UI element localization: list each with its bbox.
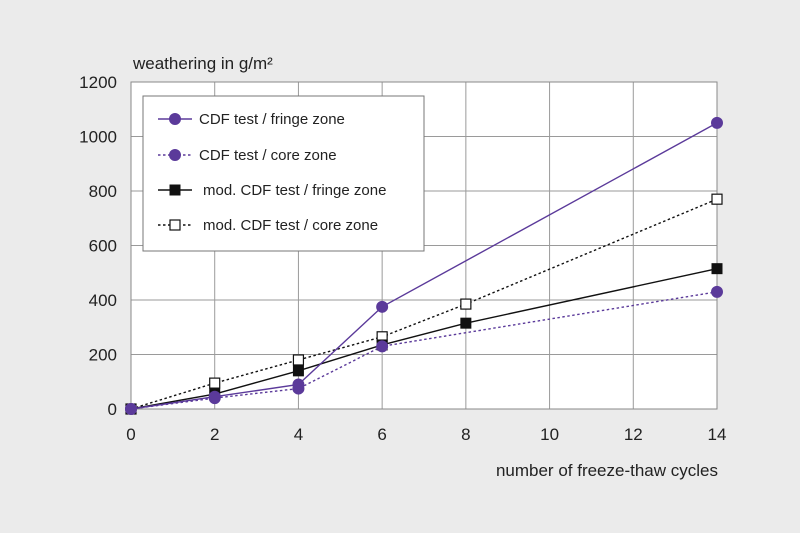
y-tick-label: 200: [89, 346, 117, 365]
series-4: [125, 193, 723, 415]
legend-marker: [169, 149, 181, 161]
legend-item: CDF test / fringe zone: [158, 111, 345, 128]
legend-marker: [169, 113, 181, 125]
y-tick-label: 600: [89, 237, 117, 256]
data-point: [292, 378, 305, 391]
x-axis-title: number of freeze-thaw cycles: [496, 461, 718, 480]
plot-frame: [130, 81, 718, 410]
series-1: [125, 116, 723, 415]
data-point: [125, 403, 137, 415]
series-line: [130, 198, 718, 410]
data-point: [711, 263, 723, 275]
legend-item: CDF test / core zone: [158, 147, 337, 164]
x-tick-label: 6: [377, 425, 386, 444]
series-layer: [125, 116, 723, 415]
data-point: [711, 193, 723, 205]
legend: CDF test / fringe zone CDF test / core zo…: [142, 95, 425, 252]
x-tick-label: 4: [294, 425, 303, 444]
series-line: [130, 291, 718, 410]
legend-label: CDF test / core zone: [199, 147, 337, 164]
legend-marker: [169, 219, 181, 231]
series-line: [130, 267, 718, 410]
x-tick-label: 10: [540, 425, 559, 444]
x-tick-label: 2: [210, 425, 219, 444]
legend-item: mod. CDF test / core zone: [158, 217, 378, 234]
data-point: [292, 365, 304, 377]
data-point: [208, 390, 221, 403]
data-point: [460, 317, 472, 329]
data-point: [376, 300, 389, 313]
legend-marker: [169, 184, 181, 196]
data-point: [460, 298, 472, 310]
data-point: [376, 340, 389, 353]
y-tick-label: 800: [89, 182, 117, 201]
x-tick-label: 0: [126, 425, 135, 444]
y-tick-label: 1000: [79, 128, 117, 147]
x-tick-label: 14: [708, 425, 727, 444]
y-tick-label: 1200: [79, 73, 117, 92]
tick-labels: 0 2 4 6 8 10 12 14 0 200 400 600 800 1000 1200: [79, 73, 726, 444]
data-point: [209, 377, 221, 389]
data-point: [711, 285, 723, 298]
data-point: [711, 116, 723, 129]
x-tick-label: 8: [461, 425, 470, 444]
legend-label: mod. CDF test / core zone: [203, 217, 378, 234]
data-point: [292, 354, 305, 366]
y-tick-label: 0: [108, 400, 117, 419]
y-tick-label: 400: [89, 291, 117, 310]
x-tick-label: 12: [624, 425, 643, 444]
legend-label: CDF test / fringe zone: [199, 111, 345, 128]
y-axis-title: weathering in g/m²: [132, 54, 273, 73]
legend-label: mod. CDF test / fringe zone: [203, 182, 386, 199]
legend-item: mod. CDF test / fringe zone: [158, 182, 386, 199]
